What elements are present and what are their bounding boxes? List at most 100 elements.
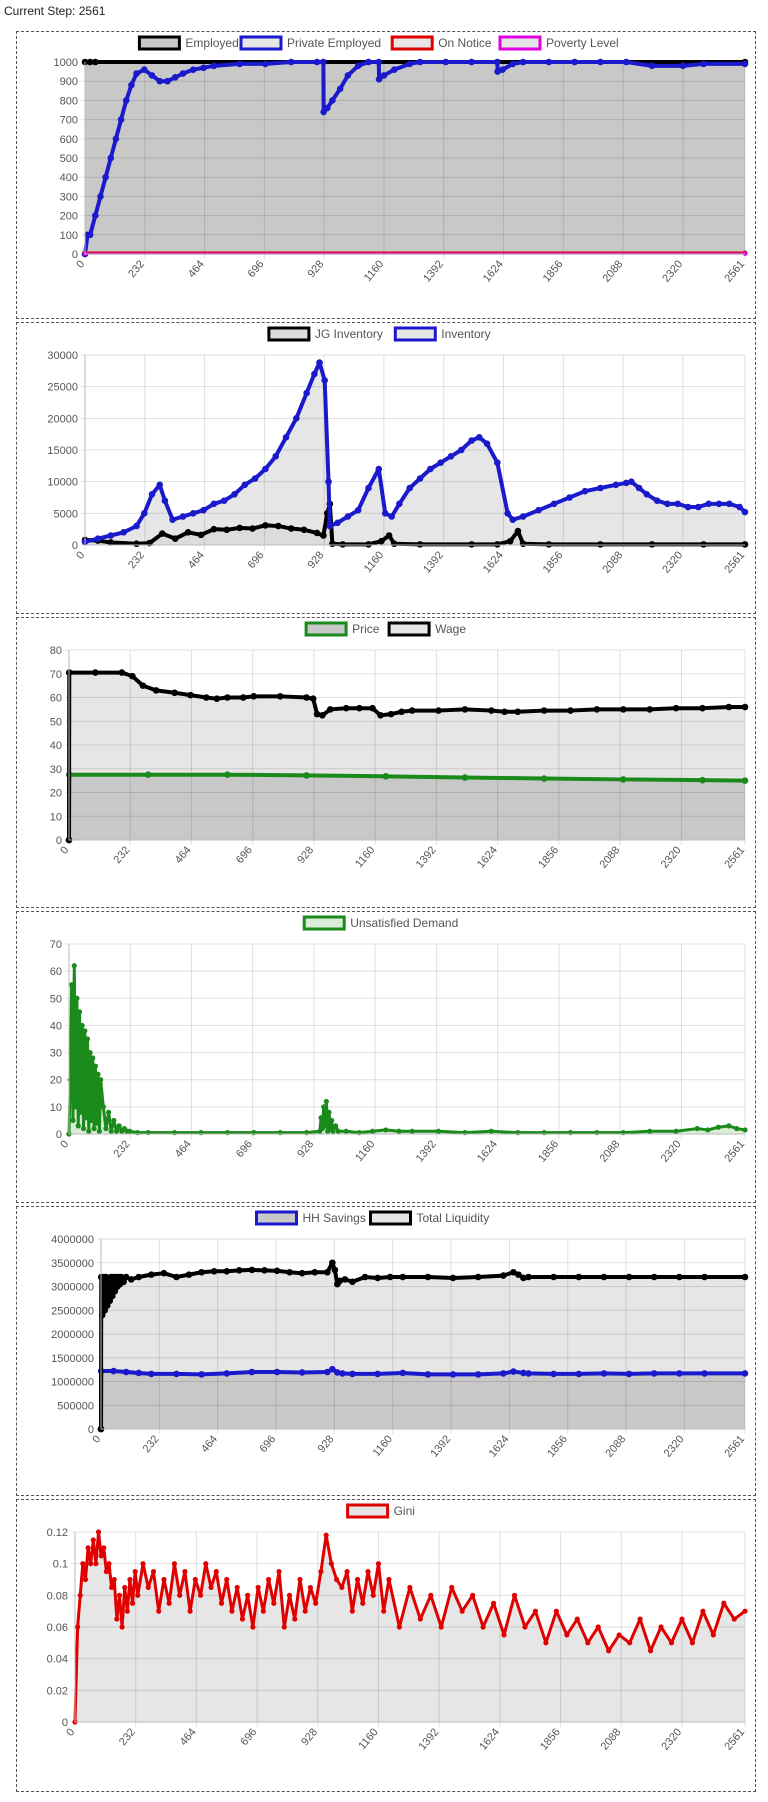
data-point: [129, 1600, 136, 1606]
data-point: [606, 1648, 612, 1654]
data-point: [543, 1640, 549, 1646]
data-point: [202, 694, 210, 701]
y-tick-label: 700: [60, 115, 78, 127]
data-point: [616, 1632, 622, 1638]
data-point: [74, 995, 80, 1001]
data-point: [620, 706, 627, 713]
data-point: [396, 1624, 403, 1630]
y-tick-label: 3500000: [51, 1258, 94, 1270]
legend-item[interactable]: Total Liquidity: [369, 1210, 490, 1226]
y-tick-label: 10: [50, 1102, 62, 1114]
y-tick-label: 20: [50, 788, 62, 800]
data-point: [179, 513, 187, 520]
legend-item[interactable]: HH Savings: [255, 1210, 366, 1226]
data-point: [185, 1271, 193, 1278]
legend-item[interactable]: JG Inventory: [267, 326, 383, 342]
x-tick-label: 2561: [722, 258, 747, 284]
legend-label: Unsatisfied Demand: [350, 916, 458, 930]
legend-item[interactable]: Wage: [387, 621, 466, 637]
legend-item[interactable]: Poverty Level: [498, 35, 619, 51]
data-point: [324, 1268, 331, 1276]
data-point: [468, 58, 475, 66]
y-tick-label: 1000000: [51, 1377, 94, 1389]
data-point: [114, 1616, 120, 1622]
legend-item[interactable]: On Notice: [390, 35, 492, 51]
data-point: [381, 510, 389, 517]
y-tick-label: 0.04: [47, 1654, 68, 1666]
data-point: [500, 1370, 507, 1377]
data-point: [300, 526, 308, 534]
data-point: [449, 1584, 455, 1591]
data-point: [334, 1576, 340, 1583]
legend-swatch: [387, 621, 431, 637]
data-point: [597, 484, 604, 492]
data-point: [313, 1600, 319, 1606]
y-tick-label: 30: [50, 1048, 62, 1060]
data-point: [71, 963, 77, 969]
data-point: [339, 1584, 345, 1591]
y-tick-label: 0: [88, 1424, 94, 1436]
data-point: [112, 135, 120, 143]
unsatisfied-demand-chart-panel: 0 10 20 30 40 50 60 70 0 232 464 696 928 1160 1392 1624…: [16, 911, 756, 1203]
data-point: [127, 1276, 135, 1283]
data-point: [107, 539, 115, 546]
legend-item[interactable]: Unsatisfied Demand: [302, 915, 458, 931]
data-point: [387, 710, 395, 718]
data-point: [449, 1371, 457, 1378]
data-point: [672, 704, 680, 712]
data-point: [111, 1576, 117, 1583]
data-point: [192, 1576, 198, 1583]
x-tick-label: 928: [305, 549, 326, 571]
employment-chart-panel: 0 100 200 300 400 500 600 700 800 900 1000 0 232 464 6…: [16, 31, 756, 319]
data-point: [504, 510, 511, 517]
data-point: [273, 1267, 281, 1275]
data-point: [457, 446, 465, 454]
data-point: [648, 62, 656, 70]
price-wage-svg: 0 10 20 30 40 50 60 70 80 0 232 464 696 928 1160 1392 16…: [50, 621, 749, 871]
y-tick-label: 10000: [47, 477, 78, 489]
data-point: [488, 707, 495, 714]
legend-label: Total Liquidity: [417, 1211, 490, 1225]
legend-item[interactable]: Inventory: [393, 326, 491, 342]
x-tick-label: 1624: [475, 1138, 500, 1164]
legend-label: JG Inventory: [315, 327, 383, 341]
x-tick-label: 1160: [362, 258, 386, 284]
data-point: [94, 1120, 100, 1126]
data-point: [320, 58, 327, 66]
data-point: [224, 1576, 230, 1583]
data-point: [213, 695, 221, 702]
x-tick-label: 1160: [371, 1433, 395, 1459]
legend-item[interactable]: Gini: [346, 1503, 415, 1519]
data-point: [424, 1273, 432, 1281]
data-point: [344, 72, 352, 79]
data-point: [101, 1545, 107, 1551]
legend-item[interactable]: Price: [304, 621, 380, 637]
x-tick-label: 2320: [659, 844, 684, 870]
legend-item[interactable]: Employed: [137, 35, 239, 51]
data-point: [218, 1600, 225, 1606]
data-point: [532, 1608, 539, 1614]
x-tick-label: 1856: [536, 1138, 561, 1164]
y-tick-label: 15000: [47, 445, 78, 457]
y-tick-label: 3000000: [51, 1282, 94, 1294]
series-fill-0: [85, 503, 745, 545]
x-tick-label: 232: [126, 549, 147, 571]
x-tick-label: 464: [186, 258, 207, 280]
legend-item[interactable]: Private Employed: [239, 35, 381, 51]
x-tick-label: 928: [299, 1726, 320, 1748]
data-point: [553, 1608, 559, 1614]
data-point: [597, 58, 604, 66]
data-point: [197, 1592, 204, 1598]
data-point: [177, 1592, 183, 1598]
data-point: [189, 66, 197, 73]
data-point: [499, 66, 506, 73]
data-point: [313, 529, 321, 537]
data-point: [124, 1608, 130, 1614]
data-point: [150, 1568, 157, 1575]
data-point: [721, 1600, 727, 1606]
x-tick-label: 928: [295, 844, 316, 866]
data-point: [80, 1125, 87, 1132]
current-step-label: Current Step:: [4, 4, 76, 18]
data-point: [674, 500, 682, 508]
liquidity-chart-panel: 0 500000 1000000 1500000 2000000 2500000 30000…: [16, 1206, 756, 1496]
